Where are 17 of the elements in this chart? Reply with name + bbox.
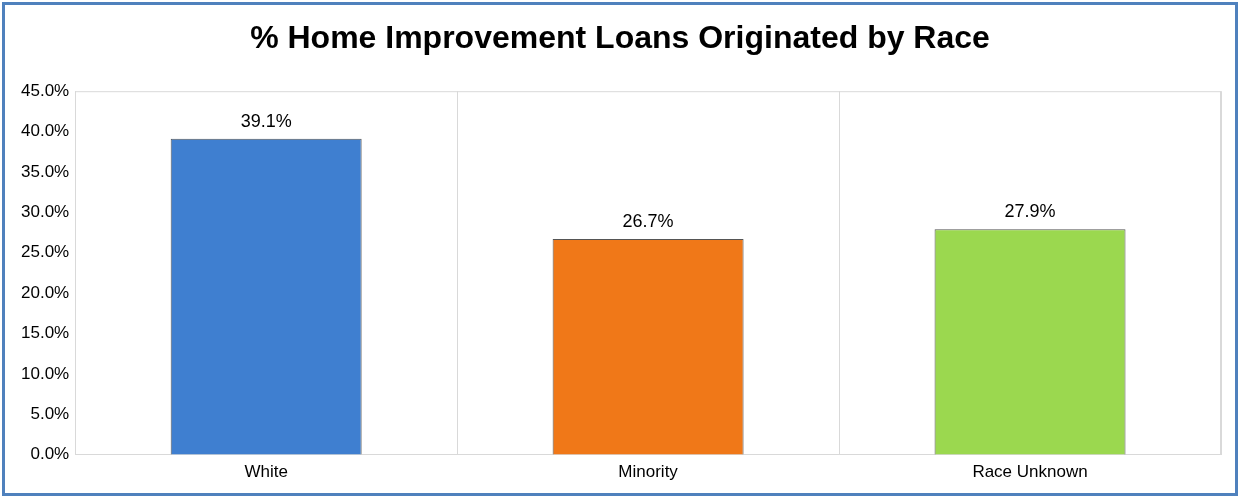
y-tick-label: 20.0% bbox=[21, 282, 70, 302]
y-tick-label: 5.0% bbox=[30, 403, 70, 423]
x-tick-label: Minority bbox=[618, 462, 679, 482]
y-tick-label: 15.0% bbox=[21, 323, 70, 343]
data-label: 27.9% bbox=[1004, 201, 1056, 222]
y-tick-label: 10.0% bbox=[21, 363, 70, 383]
data-label: 39.1% bbox=[240, 110, 292, 131]
x-tick-label: White bbox=[244, 462, 288, 482]
y-tick-label: 40.0% bbox=[21, 121, 70, 141]
y-tick-label: 45.0% bbox=[21, 80, 70, 100]
chart-title: % Home Improvement Loans Originated by Race bbox=[249, 19, 991, 56]
data-label: 26.7% bbox=[622, 210, 674, 231]
y-tick-label: 30.0% bbox=[21, 202, 70, 222]
y-tick-label: 35.0% bbox=[21, 161, 70, 181]
y-tick-label: 0.0% bbox=[30, 444, 70, 464]
x-tick-label: Race Unknown bbox=[972, 462, 1088, 482]
y-tick-label: 25.0% bbox=[21, 242, 70, 262]
